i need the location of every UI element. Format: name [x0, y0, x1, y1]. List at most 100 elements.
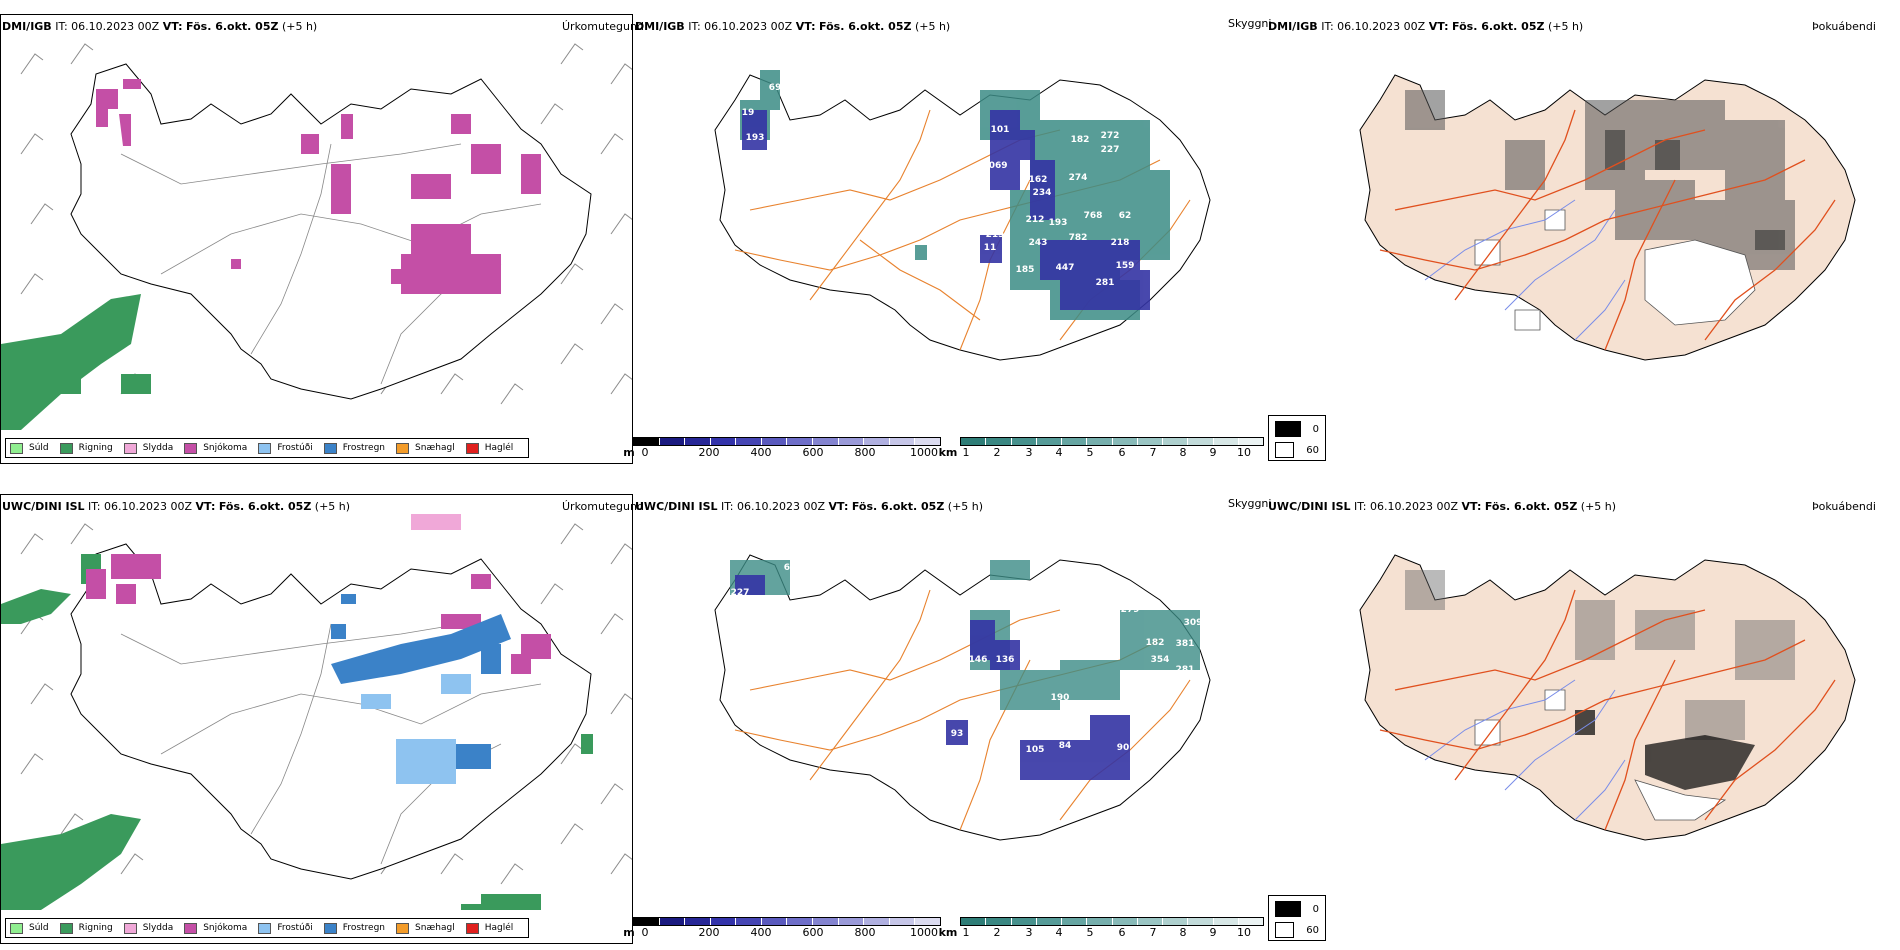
legend-item: Frostregn	[323, 922, 385, 934]
vis-label: 381	[1176, 639, 1195, 649]
colorbar-tick: 200	[698, 926, 720, 939]
low-visibility-blue	[735, 575, 1130, 780]
rain-areas	[1, 294, 151, 430]
vis-label: 162	[1029, 175, 1048, 185]
legend-item: Haglél	[465, 442, 513, 454]
legend-swatch	[396, 442, 410, 454]
colorbar-tick: 2	[993, 926, 1001, 939]
panel-title: Skyggni	[1228, 17, 1272, 30]
vis-label: 101	[991, 125, 1010, 135]
colorbar-tick: 4	[1055, 926, 1063, 939]
colorbar-tick: 5	[1086, 926, 1094, 939]
colorbar-tick: 7	[1149, 446, 1157, 459]
legend-item: Haglél	[465, 922, 513, 934]
precip-map-row1	[1, 43, 632, 430]
vis-label: 193	[1049, 218, 1068, 228]
colorbar-tick: 4	[1055, 446, 1063, 459]
panel-header-row2-vis: UWC/DINI ISL IT: 06.10.2023 00Z VT: Fös.…	[635, 500, 984, 513]
vis-label: 243	[1029, 238, 1048, 248]
colorbar-tick: 0	[641, 446, 649, 459]
colorbar-unit: km	[938, 446, 958, 459]
it-label: IT:	[88, 500, 101, 513]
precip-type-legend: Súld Rigning Slydda Snjókoma Frostúði Fr…	[5, 438, 530, 458]
iceland-coastline	[714, 554, 1211, 841]
colorbar-tick: 7	[1149, 926, 1157, 939]
colorbar-tick: 6	[1118, 446, 1126, 459]
vis-label: 90	[1117, 743, 1130, 753]
legend-swatch	[123, 922, 137, 934]
colorbar-elevation-row1: m 0 200 400 600 800 1000	[623, 437, 941, 460]
panel-header-row1-fog: DMI/IGB IT: 06.10.2023 00Z VT: Fös. 6.ok…	[1268, 20, 1584, 33]
fog-index-legend-row1: 0 60	[1268, 415, 1326, 461]
vis-label: 69	[769, 83, 782, 93]
vis-label: 193	[746, 133, 765, 143]
vt-label: VT:	[162, 20, 183, 33]
fog-dense	[1575, 710, 1755, 790]
colorbar-tick: 400	[750, 446, 772, 459]
vis-label: 190	[1051, 693, 1070, 703]
colorbar-tick: 800	[854, 446, 876, 459]
legend-item: Frostúði	[258, 442, 313, 454]
fog-legend-item: 60	[1275, 922, 1319, 938]
snowfall-areas	[96, 79, 541, 294]
panel-header-row2-precip: UWC/DINI ISL IT: 06.10.2023 00Z VT: Fös.…	[2, 500, 350, 513]
panel-header-row1-precip: DMI/IGB IT: 06.10.2023 00Z VT: Fös. 6.ok…	[2, 20, 317, 33]
vis-label: 11	[984, 243, 997, 253]
vis-label: 1069	[982, 161, 1007, 171]
rivers	[1424, 679, 1626, 821]
legend-swatch	[465, 922, 479, 934]
roads	[1379, 589, 1836, 831]
colorbar-swatches	[633, 437, 941, 446]
vis-label: 272	[1101, 131, 1120, 141]
vis-label: 768	[1084, 211, 1103, 221]
vis-label: 123	[746, 595, 765, 605]
lead-time: (+5 h)	[281, 20, 318, 33]
vis-label: 274	[1069, 173, 1088, 183]
panel-title: Þokuábendi	[1812, 20, 1876, 33]
vis-label: 782	[1069, 233, 1088, 243]
vis-label: 215	[986, 230, 1005, 240]
legend-swatch	[10, 922, 23, 934]
glaciers	[1474, 209, 1756, 331]
colorbar-tick: 10	[1237, 446, 1251, 459]
vis-label: 279	[1121, 605, 1140, 615]
colorbar-tick: 1000	[910, 926, 938, 939]
colorbar-tick: 9	[1209, 926, 1217, 939]
freezing-drizzle-areas	[361, 674, 471, 784]
legend-swatch	[323, 922, 337, 934]
legend-item: Snjókoma	[184, 922, 247, 934]
vis-label: 185	[1016, 265, 1035, 275]
precip-type-legend: Súld Rigning Slydda Snjókoma Frostúði Fr…	[5, 918, 530, 938]
vis-label: 62	[784, 563, 797, 573]
colorbar-tick: 1000	[910, 446, 938, 459]
vis-label: 234	[1033, 188, 1052, 198]
model-name: UWC/DINI ISL	[2, 500, 85, 513]
it-value: 06.10.2023 00Z	[104, 500, 193, 513]
glaciers	[1474, 689, 1727, 821]
fog-index-legend-row2: 0 60	[1268, 895, 1326, 941]
panel-title: Úrkomutegund	[562, 500, 644, 513]
colorbar-tick: 2	[993, 446, 1001, 459]
fog-legend-item: 0	[1275, 421, 1319, 437]
vis-label: 159	[1116, 261, 1135, 271]
legend-item: Snjókoma	[184, 442, 247, 454]
it-value: 06.10.2023 00Z	[71, 20, 160, 33]
visibility-value-labels: 193 182 272 227 101 162 234 274 1069 215…	[742, 83, 1135, 288]
panel-header-row1-vis: DMI/IGB IT: 06.10.2023 00Z VT: Fös. 6.ok…	[635, 20, 951, 33]
vis-label: 281	[1096, 278, 1115, 288]
vt-label: VT:	[195, 500, 216, 513]
fog-index-map-row2	[1359, 554, 1856, 841]
colorbar-swatches	[633, 917, 941, 926]
panel-title: Skyggni	[1228, 497, 1272, 510]
legend-item: Súld	[10, 442, 49, 454]
panel-title: Þokuábendi	[1812, 500, 1876, 513]
colorbar-tick: 9	[1209, 446, 1217, 459]
legend-swatch	[184, 922, 198, 934]
colorbar-elevation-row2: m 0 200 400 600 800 1000	[623, 917, 941, 940]
colorbar-visibility-row2: km 1 2 3 4 5 6 7 8 9 10	[939, 917, 1264, 940]
rivers	[1424, 199, 1626, 341]
legend-item: Frostúði	[258, 922, 313, 934]
legend-item: Slydda	[123, 442, 173, 454]
fog-shading	[1405, 570, 1795, 740]
vis-label: 146	[969, 655, 988, 665]
